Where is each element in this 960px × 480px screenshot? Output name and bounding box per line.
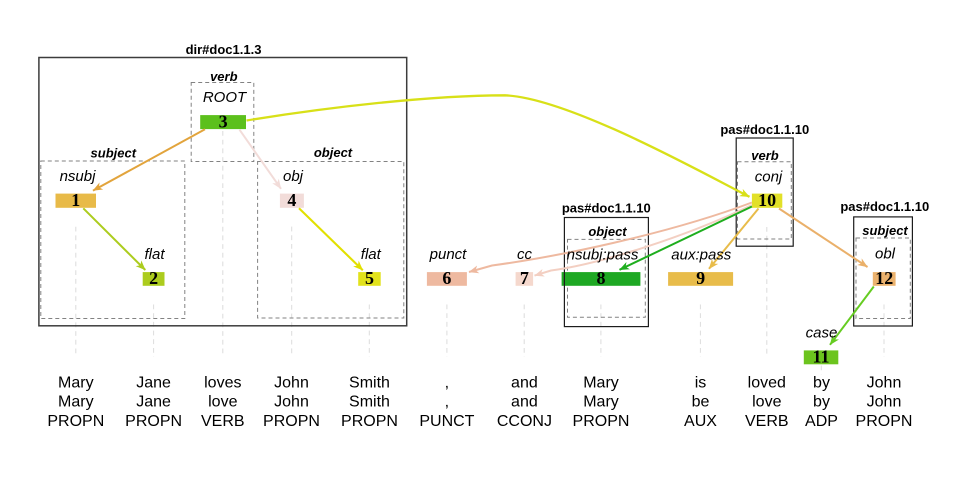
svg-text:ADP: ADP [805,413,838,430]
svg-text:Smith: Smith [349,394,390,411]
svg-text:nsubj: nsubj [60,168,97,185]
svg-text:obl: obl [875,246,896,263]
svg-text:object: object [314,145,353,160]
svg-text:aux:pass: aux:pass [671,247,732,264]
svg-text:conj: conj [755,169,783,186]
svg-text:subject: subject [91,145,137,160]
svg-text:John: John [867,374,902,391]
svg-text:PUNCT: PUNCT [419,413,474,430]
svg-text:1: 1 [71,190,80,210]
svg-text:PROPN: PROPN [47,413,104,430]
svg-text:and: and [511,394,538,411]
svg-text:,: , [445,394,449,411]
svg-text:John: John [274,394,309,411]
svg-text:PROPN: PROPN [573,413,630,430]
svg-text:PROPN: PROPN [856,413,913,430]
svg-text:2: 2 [149,268,158,288]
svg-text:7: 7 [520,268,529,288]
svg-text:PROPN: PROPN [341,413,398,430]
svg-text:,: , [445,374,449,391]
svg-text:love: love [208,394,237,411]
svg-text:Smith: Smith [349,374,390,391]
svg-text:8: 8 [597,268,606,288]
svg-text:6: 6 [442,268,451,288]
svg-text:John: John [274,374,309,391]
svg-text:PROPN: PROPN [263,413,320,430]
svg-text:object: object [588,224,627,239]
svg-text:Jane: Jane [136,394,171,411]
svg-text:John: John [867,394,902,411]
svg-text:pas#doc1.1.10: pas#doc1.1.10 [840,199,929,214]
svg-text:punct: punct [429,246,468,263]
svg-text:12: 12 [875,268,893,288]
svg-text:Mary: Mary [58,394,94,411]
svg-text:pas#doc1.1.10: pas#doc1.1.10 [720,122,809,137]
svg-text:flat: flat [144,246,165,263]
svg-text:verb: verb [210,69,238,84]
svg-text:AUX: AUX [684,413,717,430]
svg-text:VERB: VERB [745,413,789,430]
svg-text:10: 10 [758,190,776,210]
svg-text:Jane: Jane [136,374,171,391]
svg-text:love: love [752,394,781,411]
svg-text:by: by [813,394,830,411]
svg-text:verb: verb [751,148,779,163]
svg-text:11: 11 [812,347,829,367]
svg-text:case: case [806,325,838,342]
svg-text:nsubj:pass: nsubj:pass [567,247,639,264]
svg-text:Mary: Mary [583,374,619,391]
svg-text:flat: flat [361,246,382,263]
svg-text:VERB: VERB [201,413,245,430]
svg-text:be: be [692,394,710,411]
svg-text:9: 9 [696,268,705,288]
svg-text:PROPN: PROPN [125,413,182,430]
svg-text:3: 3 [219,111,228,131]
svg-text:5: 5 [365,268,374,288]
svg-text:4: 4 [287,190,296,210]
svg-text:cc: cc [517,246,533,263]
svg-text:loves: loves [204,374,241,391]
svg-text:is: is [695,374,707,391]
svg-text:and: and [511,374,538,391]
svg-text:CCONJ: CCONJ [497,413,552,430]
svg-text:obj: obj [283,168,304,185]
svg-text:by: by [813,374,830,391]
svg-text:Mary: Mary [58,374,94,391]
svg-text:subject: subject [862,223,908,238]
svg-text:ROOT: ROOT [203,89,248,106]
svg-text:loved: loved [748,374,786,391]
svg-text:dir#doc1.1.3: dir#doc1.1.3 [186,42,262,57]
svg-text:pas#doc1.1.10: pas#doc1.1.10 [562,201,651,216]
svg-text:Mary: Mary [583,394,619,411]
